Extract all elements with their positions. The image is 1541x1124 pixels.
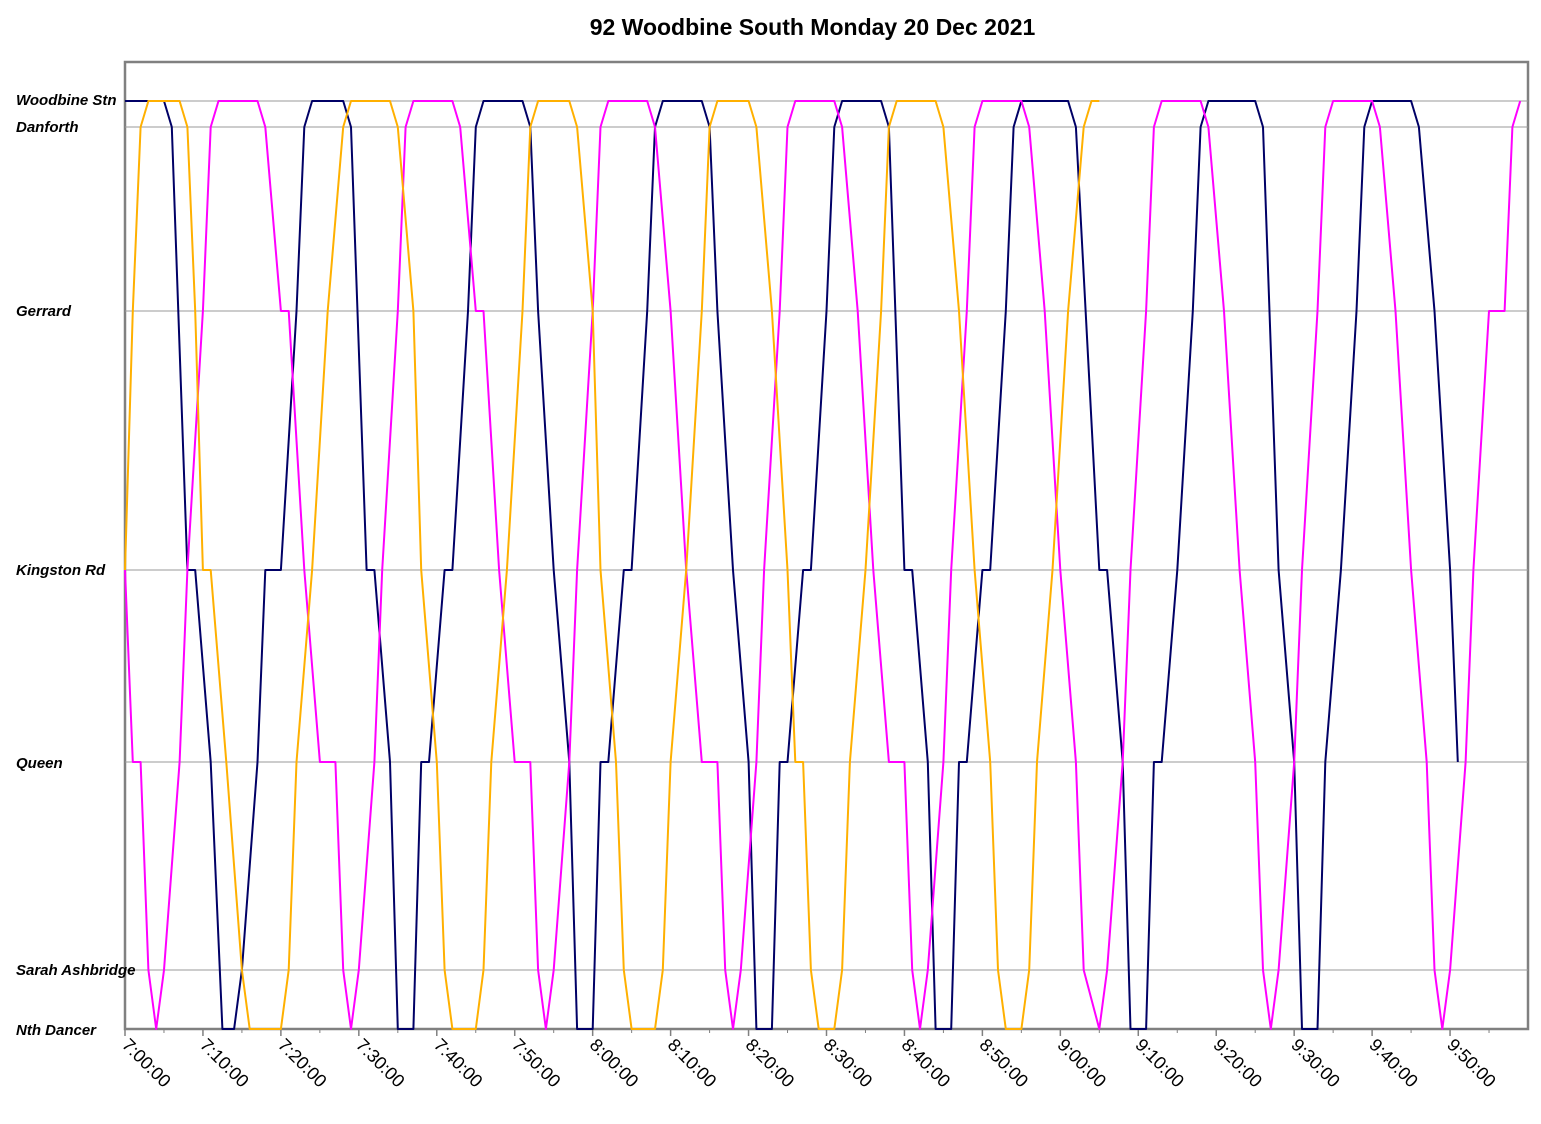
- y-tick-label: Sarah Ashbridge: [16, 962, 135, 979]
- x-tick-label: 8:30:00: [820, 1035, 877, 1092]
- series-line-3: [124, 100, 1100, 1030]
- y-axis-labels: Woodbine Stn Danforth Gerrard Kingston Rd Qu…: [16, 92, 135, 1039]
- x-tick-label: 7:30:00: [352, 1035, 409, 1092]
- x-tick-label: 7:20:00: [274, 1035, 331, 1092]
- x-tick-label: 8:20:00: [742, 1035, 799, 1092]
- y-tick-label: Woodbine Stn: [16, 92, 117, 109]
- x-tick-label: 8:50:00: [976, 1035, 1033, 1092]
- x-tick-label: 9:10:00: [1131, 1035, 1188, 1092]
- x-tick-label: 8:00:00: [586, 1035, 643, 1092]
- x-axis-ticks: [124, 1029, 1490, 1036]
- x-tick-label: 9:30:00: [1287, 1035, 1344, 1092]
- x-tick-label: 8:10:00: [664, 1035, 721, 1092]
- y-tick-label: Danforth: [16, 119, 79, 136]
- x-tick-label: 7:10:00: [196, 1035, 253, 1092]
- y-tick-label: Kingston Rd: [16, 562, 106, 579]
- series-line-2: [124, 100, 1522, 1030]
- x-axis-labels: 7:00:00 7:10:00 7:20:00 7:30:00 7:40:00 7:50:…: [118, 1035, 1500, 1092]
- x-tick-label: 7:40:00: [430, 1035, 487, 1092]
- plot-frame: [123, 60, 1530, 1031]
- x-tick-label: 7:00:00: [118, 1035, 175, 1092]
- y-tick-label: Nth Dancer: [16, 1022, 97, 1039]
- x-tick-label: 8:40:00: [898, 1035, 955, 1092]
- x-tick-label: 9:20:00: [1209, 1035, 1266, 1092]
- x-tick-label: 7:50:00: [508, 1035, 565, 1092]
- series-lines: [124, 100, 1522, 1030]
- y-tick-label: Gerrard: [16, 303, 72, 320]
- y-tick-label: Queen: [16, 755, 63, 772]
- x-tick-label: 9:50:00: [1443, 1035, 1500, 1092]
- x-tick-label: 9:00:00: [1054, 1035, 1111, 1092]
- chart-title: 92 Woodbine South Monday 20 Dec 2021: [589, 14, 1036, 40]
- x-tick-label: 9:40:00: [1365, 1035, 1422, 1092]
